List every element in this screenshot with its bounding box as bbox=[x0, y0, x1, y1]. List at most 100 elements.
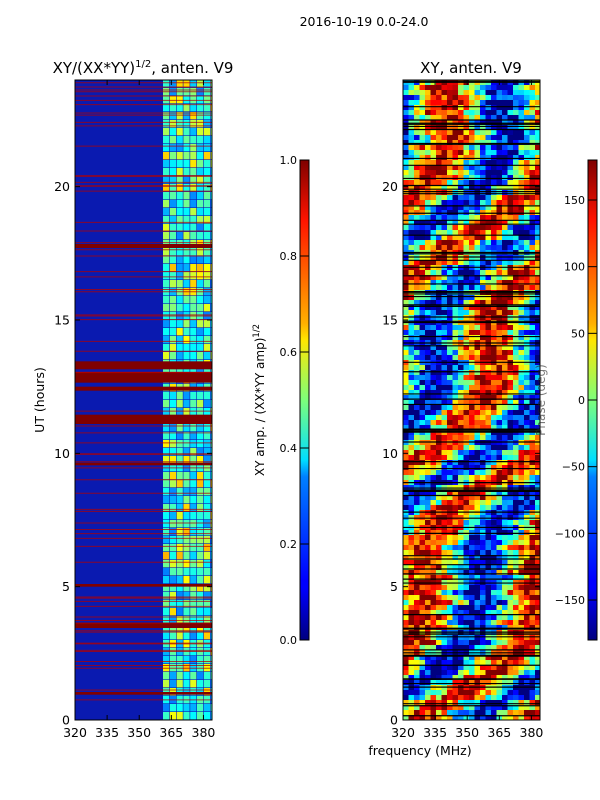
phase-cell bbox=[419, 635, 426, 641]
amplitude-cell bbox=[210, 304, 212, 312]
phase-cell bbox=[447, 520, 453, 526]
phase-cell bbox=[474, 595, 481, 601]
amplitude-cell bbox=[190, 128, 197, 136]
phase-cell bbox=[507, 335, 514, 341]
phase-cell bbox=[469, 465, 475, 471]
phase-cell bbox=[419, 455, 426, 461]
phase-cell bbox=[436, 445, 442, 451]
phase-cell bbox=[518, 495, 525, 501]
phase-cell bbox=[491, 665, 497, 671]
phase-cell bbox=[469, 445, 475, 451]
phase-cell bbox=[441, 345, 448, 351]
phase-cell bbox=[452, 635, 459, 641]
phase-cell bbox=[502, 620, 508, 626]
phase-cell bbox=[447, 395, 453, 401]
amplitude-cell bbox=[190, 96, 197, 104]
amplitude-cell bbox=[183, 608, 190, 616]
phase-cell bbox=[447, 180, 453, 186]
phase-cell bbox=[436, 280, 442, 286]
phase-cell bbox=[403, 555, 409, 561]
phase-cell bbox=[430, 120, 437, 126]
phase-cell bbox=[507, 625, 514, 631]
amplitude-cell bbox=[169, 240, 176, 248]
phase-cell bbox=[430, 660, 437, 666]
amplitude-cell bbox=[210, 592, 212, 600]
phase-cell bbox=[513, 155, 519, 161]
amplitude-cell bbox=[197, 304, 204, 312]
phase-cell bbox=[507, 470, 514, 476]
amplitude-cell bbox=[169, 432, 176, 440]
phase-cell bbox=[452, 405, 459, 411]
phase-cell bbox=[507, 610, 514, 616]
phase-cell bbox=[513, 705, 519, 711]
amplitude-cell bbox=[197, 368, 204, 376]
phase-cell bbox=[491, 125, 497, 131]
phase-cell bbox=[480, 405, 486, 411]
phase-cell bbox=[452, 610, 459, 616]
phase-cell bbox=[474, 345, 481, 351]
phase-cell bbox=[425, 615, 431, 621]
phase-cell bbox=[524, 705, 530, 711]
amplitude-colorbar-gradient bbox=[299, 159, 310, 641]
phase-cell bbox=[458, 610, 464, 616]
amplitude-cell bbox=[176, 168, 183, 176]
phase-cell bbox=[529, 435, 536, 441]
amplitude-cell bbox=[203, 576, 210, 584]
phase-cell bbox=[452, 195, 459, 201]
phase-cell bbox=[469, 110, 475, 116]
phase-cell bbox=[441, 450, 448, 456]
phase-cell bbox=[507, 90, 514, 96]
amplitude-cell bbox=[190, 408, 197, 416]
phase-cell bbox=[419, 210, 426, 216]
phase-cell bbox=[403, 275, 409, 281]
phase-cell bbox=[452, 370, 459, 376]
phase-cell bbox=[507, 435, 514, 441]
phase-cell bbox=[474, 540, 481, 546]
phase-cell bbox=[480, 350, 486, 356]
phase-cell bbox=[458, 235, 464, 241]
phase-cell bbox=[441, 410, 448, 416]
phase-cell bbox=[491, 470, 497, 476]
amplitude-cell bbox=[190, 576, 197, 584]
phase-cell bbox=[513, 260, 519, 266]
phase-cell bbox=[463, 280, 470, 286]
phase-cell bbox=[524, 540, 530, 546]
phase-cell bbox=[491, 155, 497, 161]
phase-cell bbox=[419, 285, 426, 291]
amplitude-cell bbox=[183, 472, 190, 480]
phase-cell bbox=[535, 620, 540, 626]
phase-cell bbox=[436, 460, 442, 466]
phase-cell bbox=[513, 680, 519, 686]
phase-cell bbox=[436, 170, 442, 176]
amplitude-cell bbox=[169, 224, 176, 232]
phase-cell bbox=[419, 490, 426, 496]
phase-cell bbox=[524, 555, 530, 561]
phase-cell bbox=[430, 285, 437, 291]
phase-cell bbox=[414, 590, 420, 596]
phase-cell bbox=[535, 150, 540, 156]
phase-cell bbox=[480, 445, 486, 451]
amplitude-cell bbox=[183, 328, 190, 336]
phase-cell bbox=[474, 545, 481, 551]
phase-cell bbox=[425, 305, 431, 311]
phase-cell bbox=[507, 125, 514, 131]
phase-cell bbox=[425, 470, 431, 476]
amplitude-cell bbox=[176, 712, 183, 720]
amplitude-cell bbox=[197, 272, 204, 280]
phase-cell bbox=[502, 330, 508, 336]
phase-cell bbox=[463, 435, 470, 441]
phase-cell bbox=[502, 555, 508, 561]
phase-cell bbox=[463, 180, 470, 186]
amplitude-cell bbox=[210, 656, 212, 664]
phase-cell bbox=[535, 460, 540, 466]
phase-cell bbox=[403, 395, 409, 401]
amplitude-cell bbox=[183, 344, 190, 352]
phase-cell bbox=[463, 535, 470, 541]
phase-cell bbox=[414, 335, 420, 341]
phase-cell bbox=[458, 455, 464, 461]
phase-cell bbox=[535, 605, 540, 611]
phase-cell bbox=[425, 275, 431, 281]
phase-cell bbox=[507, 280, 514, 286]
phase-cell bbox=[480, 610, 486, 616]
phase-cell bbox=[513, 380, 519, 386]
